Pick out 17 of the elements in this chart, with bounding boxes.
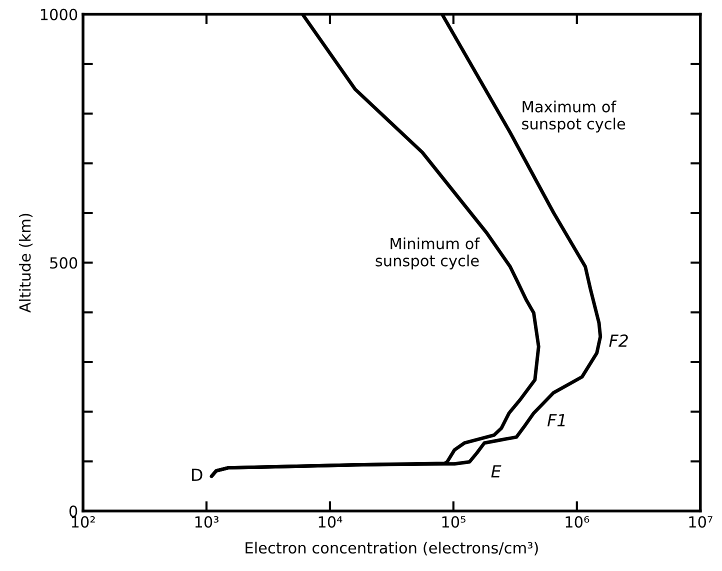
- x-tick-label: 10³: [195, 516, 218, 528]
- annotation: F2: [609, 334, 628, 347]
- annotation: E: [491, 465, 502, 478]
- y-axis-title: Altitude (km): [18, 214, 33, 313]
- series-label: Minimum of sunspot cycle: [376, 238, 480, 270]
- y-tick-label: 500: [50, 257, 78, 269]
- x-axis-title: Electron concentration (electrons/cm³): [246, 542, 538, 556]
- y-tick-label: 1000: [40, 8, 78, 20]
- annotation: F1: [547, 414, 565, 426]
- y-tick-label: 0: [69, 506, 78, 518]
- annotation: D: [192, 468, 202, 481]
- x-tick-label: 10⁷: [689, 516, 712, 528]
- x-tick-label: 10⁵: [442, 516, 466, 528]
- x-tick-label: 10²: [72, 516, 95, 528]
- x-tick-label: 10⁶: [566, 516, 590, 528]
- x-tick-label: 10⁴: [318, 516, 342, 528]
- series-label: Maximum of sunspot cycle: [522, 100, 626, 133]
